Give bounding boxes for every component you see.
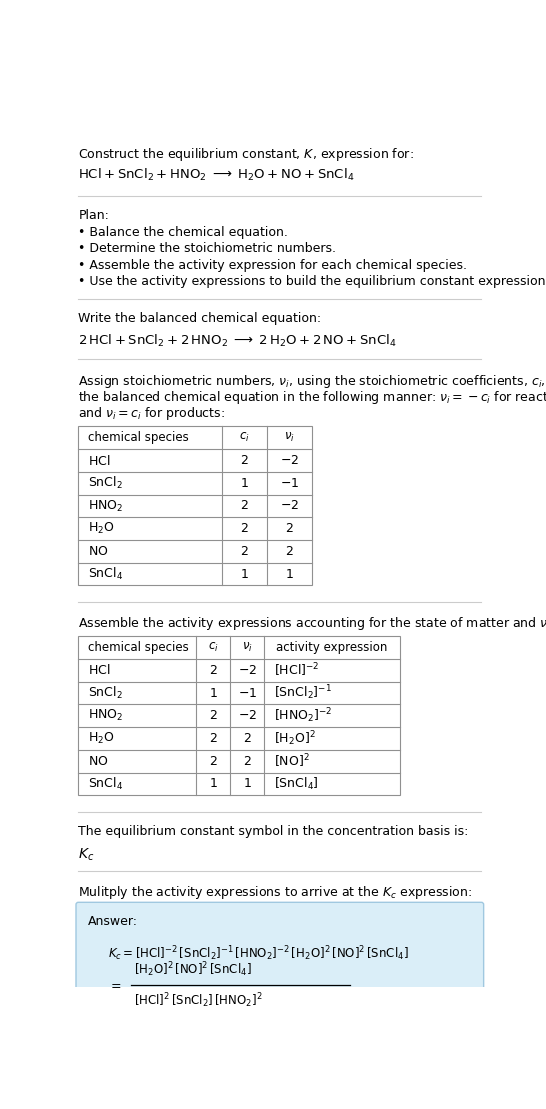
Text: $[\mathrm{SnCl_4}]$: $[\mathrm{SnCl_4}]$ [274, 776, 318, 792]
Text: $\nu_i$: $\nu_i$ [284, 431, 294, 445]
Text: 1: 1 [285, 568, 293, 581]
Text: 1: 1 [244, 777, 251, 791]
Text: • Use the activity expressions to build the equilibrium constant expression.: • Use the activity expressions to build … [78, 275, 546, 287]
Text: 1: 1 [209, 777, 217, 791]
FancyBboxPatch shape [76, 903, 484, 1031]
Text: $c_i$: $c_i$ [239, 431, 250, 445]
Text: $\mathrm{SnCl_2}$: $\mathrm{SnCl_2}$ [87, 685, 122, 701]
Text: $-2$: $-2$ [280, 499, 299, 512]
Text: chemical species: chemical species [87, 641, 188, 654]
Text: $[\mathrm{H_2O}]^{2}$: $[\mathrm{H_2O}]^{2}$ [274, 729, 316, 747]
Text: $\mathrm{HCl}$: $\mathrm{HCl}$ [87, 454, 110, 468]
Text: $\mathrm{SnCl_4}$: $\mathrm{SnCl_4}$ [87, 566, 123, 582]
Text: $-1$: $-1$ [238, 686, 257, 700]
Text: $[\mathrm{HNO_2}]^{-2}$: $[\mathrm{HNO_2}]^{-2}$ [274, 706, 332, 725]
Bar [78, 637, 400, 795]
Text: 2: 2 [209, 755, 217, 767]
Text: 2: 2 [209, 664, 217, 676]
Bar [78, 427, 312, 586]
Text: $\mathrm{NO}$: $\mathrm{NO}$ [87, 755, 108, 767]
Text: 2: 2 [209, 710, 217, 722]
Text: 2: 2 [244, 732, 251, 745]
Text: Mulitply the activity expressions to arrive at the $K_c$ expression:: Mulitply the activity expressions to arr… [78, 884, 473, 901]
Text: $\mathrm{H_2O}$: $\mathrm{H_2O}$ [87, 521, 114, 537]
Text: $[\mathrm{NO}]^{2}$: $[\mathrm{NO}]^{2}$ [274, 752, 309, 770]
Text: $\nu_i$: $\nu_i$ [242, 641, 253, 654]
Text: and $\nu_i = c_i$ for products:: and $\nu_i = c_i$ for products: [78, 405, 225, 421]
Text: 2: 2 [244, 755, 251, 767]
Text: activity expression: activity expression [276, 641, 388, 654]
Text: • Determine the stoichiometric numbers.: • Determine the stoichiometric numbers. [78, 243, 336, 255]
Text: The equilibrium constant symbol in the concentration basis is:: The equilibrium constant symbol in the c… [78, 825, 468, 838]
Text: $\mathrm{NO}$: $\mathrm{NO}$ [87, 545, 108, 558]
Text: 2: 2 [240, 454, 248, 467]
Text: • Balance the chemical equation.: • Balance the chemical equation. [78, 226, 288, 240]
Text: $-2$: $-2$ [238, 710, 257, 722]
Text: • Assemble the activity expression for each chemical species.: • Assemble the activity expression for e… [78, 258, 467, 272]
Text: 1: 1 [240, 477, 248, 490]
Text: Assemble the activity expressions accounting for the state of matter and $\nu_i$: Assemble the activity expressions accoun… [78, 615, 546, 632]
Text: $[\mathrm{SnCl_2}]^{-1}$: $[\mathrm{SnCl_2}]^{-1}$ [274, 684, 331, 702]
Text: $K_c = [\mathrm{HCl}]^{-2}\,[\mathrm{SnCl_2}]^{-1}\,[\mathrm{HNO_2}]^{-2}\,[\mat: $K_c = [\mathrm{HCl}]^{-2}\,[\mathrm{SnC… [108, 945, 408, 964]
Text: $\mathrm{HCl + SnCl_2 + HNO_2 \;\longrightarrow\; H_2O + NO + SnCl_4}$: $\mathrm{HCl + SnCl_2 + HNO_2 \;\longrig… [78, 167, 355, 183]
Text: $[\mathrm{HCl}]^{2}\,[\mathrm{SnCl_2}]\,[\mathrm{HNO_2}]^{2}$: $[\mathrm{HCl}]^{2}\,[\mathrm{SnCl_2}]\,… [134, 990, 263, 1009]
Text: 2: 2 [285, 545, 293, 558]
Text: $-2$: $-2$ [280, 454, 299, 467]
Text: 2: 2 [240, 522, 248, 536]
Text: Construct the equilibrium constant, $K$, expression for:: Construct the equilibrium constant, $K$,… [78, 146, 414, 163]
Text: 2: 2 [209, 732, 217, 745]
Text: 2: 2 [240, 545, 248, 558]
Text: $K_c$: $K_c$ [78, 846, 94, 863]
Text: $\mathrm{SnCl_4}$: $\mathrm{SnCl_4}$ [87, 776, 123, 792]
Text: 1: 1 [209, 686, 217, 700]
Text: $\mathrm{H_2O}$: $\mathrm{H_2O}$ [87, 731, 114, 746]
Text: $c_i$: $c_i$ [208, 641, 218, 654]
Text: $\mathrm{SnCl_2}$: $\mathrm{SnCl_2}$ [87, 475, 122, 491]
Text: $\mathrm{HNO_2}$: $\mathrm{HNO_2}$ [87, 498, 123, 513]
Text: Write the balanced chemical equation:: Write the balanced chemical equation: [78, 312, 322, 325]
Text: $-1$: $-1$ [280, 477, 299, 490]
Text: 2: 2 [285, 522, 293, 536]
Text: 2: 2 [240, 499, 248, 512]
Text: the balanced chemical equation in the following manner: $\nu_i = -c_i$ for react: the balanced chemical equation in the fo… [78, 389, 546, 406]
Text: $\mathrm{HCl}$: $\mathrm{HCl}$ [87, 663, 110, 678]
Text: Plan:: Plan: [78, 210, 109, 222]
Text: $=$: $=$ [108, 978, 121, 991]
Text: $-2$: $-2$ [238, 664, 257, 676]
Text: Assign stoichiometric numbers, $\nu_i$, using the stoichiometric coefficients, $: Assign stoichiometric numbers, $\nu_i$, … [78, 373, 546, 389]
Text: chemical species: chemical species [87, 431, 188, 445]
Text: 1: 1 [240, 568, 248, 581]
Text: $[\mathrm{H_2O}]^{2}\,[\mathrm{NO}]^{2}\,[\mathrm{SnCl_4}]$: $[\mathrm{H_2O}]^{2}\,[\mathrm{NO}]^{2}\… [134, 960, 252, 978]
Text: $[\mathrm{HCl}]^{-2}$: $[\mathrm{HCl}]^{-2}$ [274, 662, 319, 679]
Text: $\mathrm{HNO_2}$: $\mathrm{HNO_2}$ [87, 709, 123, 723]
Text: $\mathrm{2\,HCl + SnCl_2 + 2\,HNO_2 \;\longrightarrow\; 2\,H_2O + 2\,NO + SnCl_4: $\mathrm{2\,HCl + SnCl_2 + 2\,HNO_2 \;\l… [78, 333, 397, 348]
Text: Answer:: Answer: [87, 915, 138, 927]
